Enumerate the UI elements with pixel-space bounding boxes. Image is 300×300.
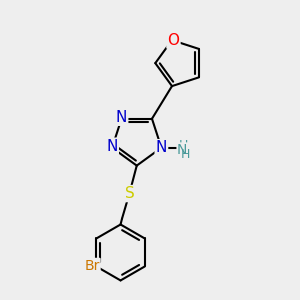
Text: N: N	[156, 140, 167, 155]
Text: H: H	[179, 139, 188, 152]
Text: Br: Br	[84, 259, 100, 273]
Text: N: N	[116, 110, 127, 125]
Text: S: S	[124, 186, 134, 201]
Text: O: O	[167, 33, 179, 48]
Text: N: N	[177, 143, 188, 157]
Text: N: N	[106, 139, 118, 154]
Text: H: H	[180, 148, 190, 161]
